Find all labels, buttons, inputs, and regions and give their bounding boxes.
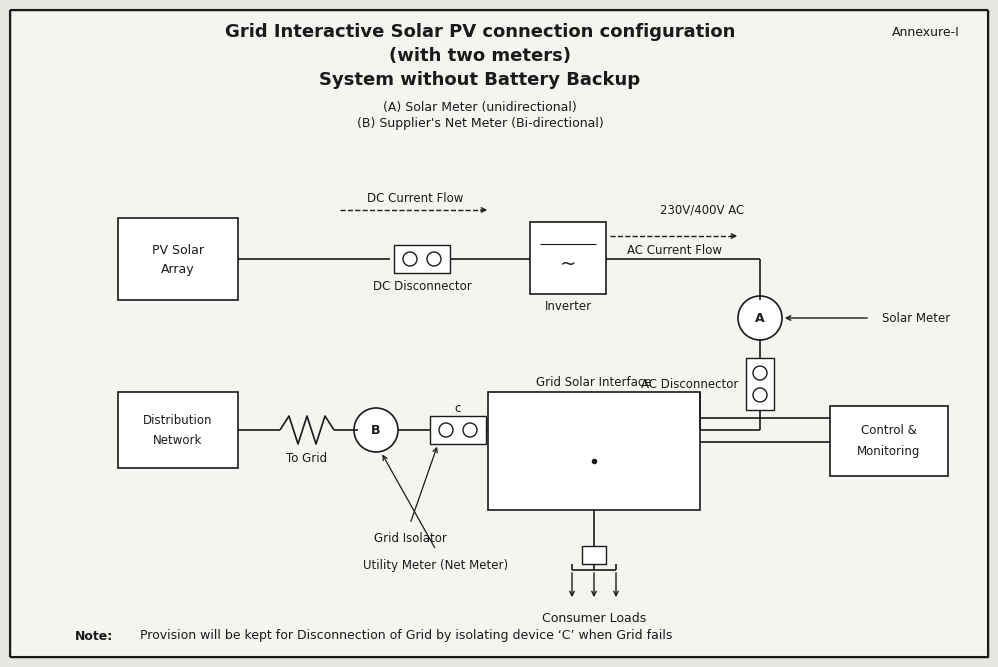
Text: Monitoring: Monitoring xyxy=(857,444,921,458)
Text: AC Current Flow: AC Current Flow xyxy=(628,243,723,257)
Bar xyxy=(530,222,606,294)
Text: Annexure-I: Annexure-I xyxy=(892,25,960,39)
Text: System without Battery Backup: System without Battery Backup xyxy=(319,71,641,89)
Text: A: A xyxy=(755,311,764,325)
Circle shape xyxy=(738,296,782,340)
Text: Network: Network xyxy=(154,434,203,446)
Circle shape xyxy=(463,423,477,437)
Text: DC Current Flow: DC Current Flow xyxy=(367,191,463,205)
Bar xyxy=(488,392,700,510)
Text: Consumer Loads: Consumer Loads xyxy=(542,612,646,624)
Text: B: B xyxy=(371,424,381,436)
Circle shape xyxy=(753,388,767,402)
Circle shape xyxy=(403,252,417,266)
Text: To Grid: To Grid xyxy=(286,452,327,464)
Text: ~: ~ xyxy=(560,255,576,273)
Text: Utility Meter (Net Meter): Utility Meter (Net Meter) xyxy=(363,560,509,572)
Text: PV Solar: PV Solar xyxy=(152,245,204,257)
Text: Grid Solar Interface: Grid Solar Interface xyxy=(536,376,652,388)
Text: (with two meters): (with two meters) xyxy=(389,47,571,65)
Bar xyxy=(830,406,948,476)
Text: AC Disconnector: AC Disconnector xyxy=(641,378,738,390)
Circle shape xyxy=(354,408,398,452)
Text: (A) Solar Meter (unidirectional): (A) Solar Meter (unidirectional) xyxy=(383,101,577,115)
Text: DC Disconnector: DC Disconnector xyxy=(372,281,471,293)
Bar xyxy=(582,546,606,564)
Text: Array: Array xyxy=(162,263,195,275)
Text: Control &: Control & xyxy=(861,424,917,438)
Circle shape xyxy=(753,366,767,380)
Text: 230V/400V AC: 230V/400V AC xyxy=(660,203,745,217)
Text: Note:: Note: xyxy=(75,630,113,642)
Text: Distribution: Distribution xyxy=(144,414,213,426)
Text: Grid Interactive Solar PV connection configuration: Grid Interactive Solar PV connection con… xyxy=(225,23,736,41)
Bar xyxy=(394,245,450,273)
Text: (B) Supplier's Net Meter (Bi-directional): (B) Supplier's Net Meter (Bi-directional… xyxy=(356,117,604,131)
Circle shape xyxy=(427,252,441,266)
Text: Grid Isolator: Grid Isolator xyxy=(373,532,446,544)
Text: Inverter: Inverter xyxy=(545,299,592,313)
Text: Solar Meter: Solar Meter xyxy=(882,311,950,325)
Bar xyxy=(118,218,238,300)
Bar xyxy=(430,416,486,444)
Bar xyxy=(118,392,238,468)
Text: c: c xyxy=(455,402,461,414)
Text: Provision will be kept for Disconnection of Grid by isolating device ‘C’ when Gr: Provision will be kept for Disconnection… xyxy=(140,630,673,642)
Bar xyxy=(746,358,774,410)
Circle shape xyxy=(439,423,453,437)
